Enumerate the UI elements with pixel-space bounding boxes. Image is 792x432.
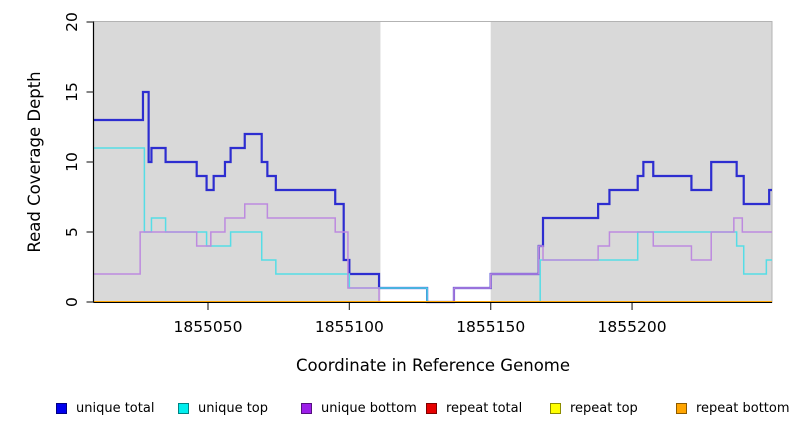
legend-item-unique-total: unique total — [56, 399, 154, 417]
x-tick-label: 1855200 — [598, 318, 667, 336]
y-tick-label: 5 — [63, 227, 81, 237]
series-line-unique-bottom — [93, 203, 772, 303]
x-tick-label: 1855100 — [315, 318, 384, 336]
axis-layer: 0 5 10 15 20 1855050 1855100 1855150 1855200 — [63, 12, 772, 336]
y-tick-label: 0 — [63, 297, 81, 307]
legend-label: unique bottom — [321, 400, 417, 416]
legend-label: unique total — [76, 400, 155, 416]
legend-label: unique top — [198, 400, 269, 416]
legend-item-repeat-total: repeat total — [426, 399, 522, 417]
legend-item-repeat-bottom: repeat bottom — [676, 399, 790, 417]
legend-swatch-repeat-top — [550, 402, 561, 414]
x-axis-title: Coordinate in Reference Genome — [296, 356, 570, 375]
legend-swatch-unique-bottom — [301, 402, 312, 414]
y-tick-label: 10 — [63, 152, 81, 172]
y-axis-title: Read Coverage Depth — [25, 71, 44, 252]
shaded-coverage-region — [93, 21, 381, 303]
legend: unique total unique top unique bottom repea… — [0, 399, 792, 421]
legend-item-unique-top: unique top — [178, 399, 268, 417]
y-tick-label: 20 — [63, 12, 81, 32]
y-tick-label: 15 — [63, 82, 81, 102]
series-line-unique-total — [93, 90, 772, 304]
legend-swatch-repeat-total — [426, 402, 437, 414]
x-tick-label: 1855150 — [456, 318, 525, 336]
legend-label: repeat total — [446, 400, 523, 416]
legend-swatch-repeat-bottom — [676, 402, 687, 414]
legend-item-repeat-top: repeat top — [550, 399, 638, 417]
legend-swatch-unique-top — [178, 402, 189, 414]
legend-swatch-unique-total — [56, 402, 67, 414]
legend-item-unique-bottom: unique bottom — [301, 399, 417, 417]
legend-label: repeat top — [570, 400, 638, 416]
x-tick-label: 1855050 — [173, 318, 242, 336]
legend-label: repeat bottom — [696, 400, 790, 416]
series-line-unique-top — [93, 147, 772, 303]
